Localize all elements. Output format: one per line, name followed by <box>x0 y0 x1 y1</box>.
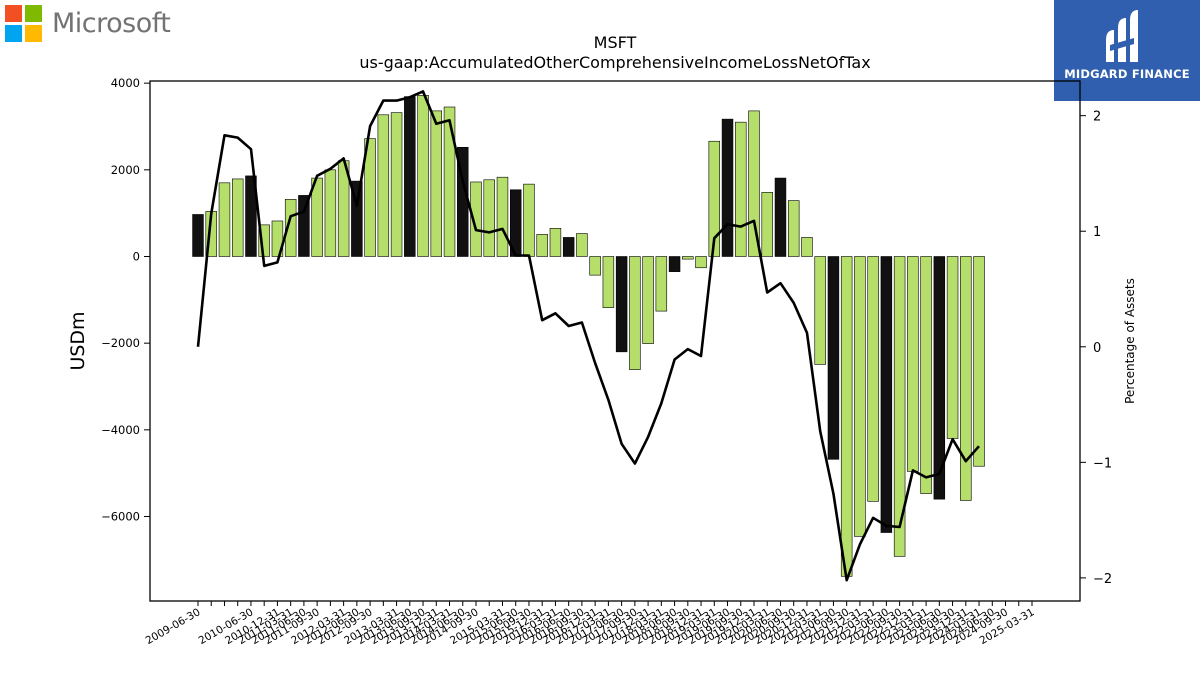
bar <box>284 199 297 257</box>
bar <box>271 220 284 257</box>
bar <box>549 228 562 257</box>
y-axis-label: USDm <box>67 311 89 370</box>
y-tick-label: −6000 <box>101 510 140 524</box>
bar <box>933 256 946 500</box>
y-tick-label: −4000 <box>101 423 140 437</box>
bar <box>695 256 707 269</box>
bar <box>827 256 840 460</box>
bar <box>483 179 495 257</box>
bar <box>761 192 773 257</box>
bar <box>523 183 535 257</box>
x-tick-label: 2009-06-30 <box>144 606 203 647</box>
bar <box>602 256 615 308</box>
bar <box>708 140 721 257</box>
bar <box>562 237 575 257</box>
bar <box>245 175 257 257</box>
bar <box>351 180 363 257</box>
bar <box>721 118 734 257</box>
bar <box>801 237 813 257</box>
y-tick-label: 4000 <box>111 76 140 90</box>
microsoft-logo: Microsoft <box>5 5 171 42</box>
logo-square-red <box>5 5 22 22</box>
bar <box>629 256 641 370</box>
bar <box>430 110 443 257</box>
chart-title: MSFT <box>594 33 637 52</box>
y2-tick-label: 2 <box>1093 110 1101 125</box>
bar <box>893 256 906 557</box>
bar <box>735 121 747 257</box>
bar <box>615 256 628 353</box>
y-tick-label: −2000 <box>101 336 140 350</box>
logo-square-green <box>25 5 42 22</box>
midgard-wordmark: MIDGARD FINANCE <box>1064 67 1190 81</box>
bar <box>576 233 588 257</box>
midgard-finance-logo: MIDGARD FINANCE <box>1054 0 1200 101</box>
bar <box>496 176 509 257</box>
line-series <box>196 90 980 582</box>
bar <box>787 200 800 257</box>
bar <box>218 182 231 257</box>
bar <box>682 256 694 260</box>
bar <box>907 256 919 472</box>
bar <box>298 195 310 257</box>
y-tick-label: 0 <box>133 250 140 264</box>
microsoft-wordmark: Microsoft <box>52 8 171 39</box>
bar <box>231 178 244 257</box>
bar <box>536 234 548 257</box>
bar <box>946 256 959 439</box>
bar <box>960 256 972 501</box>
bar <box>417 95 429 257</box>
y2-tick-label: −2 <box>1093 572 1112 587</box>
bar <box>192 214 204 257</box>
bar <box>774 177 787 257</box>
bar <box>642 256 654 344</box>
logo-square-blue <box>5 25 22 42</box>
y-tick-label: 2000 <box>111 163 140 177</box>
bar-series <box>192 95 985 577</box>
y2-tick-label: 0 <box>1093 341 1101 356</box>
bar <box>324 169 337 257</box>
bar <box>470 181 482 257</box>
y2-tick-label: 1 <box>1093 225 1101 240</box>
bar <box>404 96 416 257</box>
bar <box>443 106 456 257</box>
microsoft-squares-icon <box>5 5 42 42</box>
midgard-mark-icon <box>1106 10 1138 62</box>
bar <box>867 256 879 502</box>
bar <box>390 112 403 257</box>
bar <box>589 256 601 276</box>
y2-axis-label: Percentage of Assets <box>1123 278 1137 404</box>
bar <box>377 114 390 257</box>
bar <box>311 177 323 257</box>
bar <box>748 110 760 257</box>
bar <box>920 256 932 494</box>
bar <box>668 256 681 272</box>
plot-frame <box>149 80 1081 602</box>
bar <box>880 256 893 533</box>
bar <box>655 256 668 312</box>
bar <box>840 256 853 577</box>
percentage-line <box>196 90 980 582</box>
logo-square-yellow <box>25 25 42 42</box>
bar <box>973 256 985 467</box>
chart-subtitle: us-gaap:AccumulatedOtherComprehensiveInc… <box>359 53 870 72</box>
bar <box>854 256 866 537</box>
y2-tick-label: −1 <box>1093 456 1112 471</box>
bar <box>814 256 826 365</box>
bar <box>364 138 376 257</box>
